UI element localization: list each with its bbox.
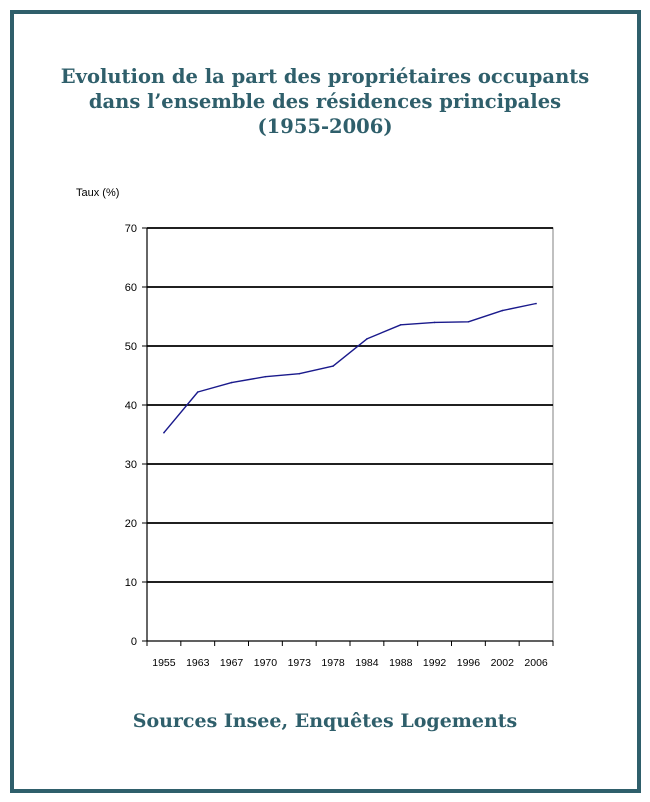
x-tick-label: 1996 xyxy=(457,657,481,669)
y-tick-label: 0 xyxy=(131,636,137,648)
y-tick-label: 40 xyxy=(125,400,137,412)
data-point xyxy=(163,431,165,434)
y-axis-label: Taux (%) xyxy=(76,187,119,199)
chart-title: Evolution de la part des propriétaires o… xyxy=(0,64,650,139)
data-point xyxy=(467,321,470,323)
x-tick-label: 1988 xyxy=(389,657,413,669)
x-tick-label: 1978 xyxy=(321,657,345,669)
chart-title-line: (1955-2006) xyxy=(257,115,393,138)
series-line xyxy=(163,302,537,434)
x-tick-label: 1963 xyxy=(186,657,210,669)
data-point xyxy=(196,391,199,393)
x-tick-label: 2006 xyxy=(524,657,548,669)
y-tick-label: 20 xyxy=(125,518,137,530)
y-tick-label: 70 xyxy=(125,223,137,235)
x-tick-label: 2002 xyxy=(491,657,515,669)
data-point xyxy=(535,302,537,305)
y-tick-label: 50 xyxy=(125,341,137,353)
plot-area xyxy=(146,227,554,642)
data-point xyxy=(230,381,233,384)
x-tick-label: 1973 xyxy=(288,657,312,669)
data-point xyxy=(332,365,334,367)
data-point xyxy=(298,372,301,375)
source-note: Sources Insee, Enquêtes Logements xyxy=(132,710,518,732)
data-point xyxy=(433,321,436,324)
y-tick-label: 10 xyxy=(125,577,137,589)
x-tick-label: 1955 xyxy=(152,657,176,669)
x-tick-label: 1992 xyxy=(423,657,447,669)
x-tick-label: 1984 xyxy=(355,657,379,669)
frame xyxy=(10,10,641,793)
chart-title-line: dans l’ensemble des résidences principal… xyxy=(88,90,562,113)
y-tick-label: 60 xyxy=(125,282,137,294)
x-tick-label: 1967 xyxy=(220,657,244,669)
x-tick-label: 1970 xyxy=(254,657,278,669)
chart-title-line: Evolution de la part des propriétaires o… xyxy=(60,65,590,88)
data-point xyxy=(501,309,504,312)
y-tick-label: 30 xyxy=(125,459,137,471)
data-point xyxy=(366,338,368,340)
data-point xyxy=(264,375,267,378)
data-point xyxy=(399,323,402,326)
